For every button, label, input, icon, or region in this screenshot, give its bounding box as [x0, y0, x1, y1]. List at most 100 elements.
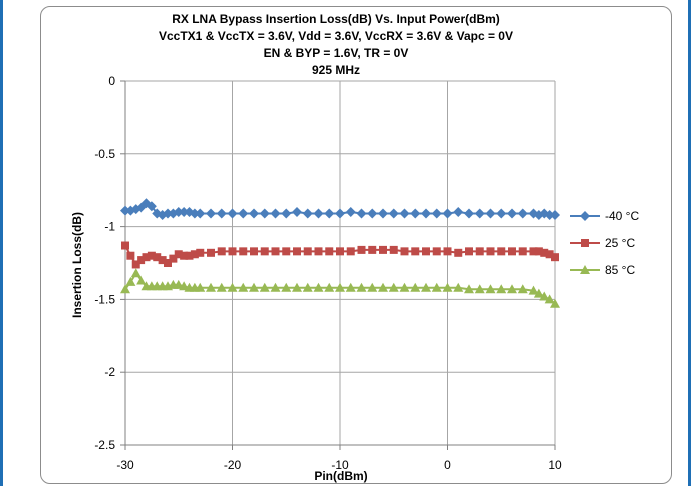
data-point	[465, 247, 473, 256]
legend-label: -40 °C	[605, 209, 639, 223]
data-point	[302, 282, 313, 292]
data-point	[507, 208, 517, 219]
data-point	[270, 208, 281, 219]
data-point	[443, 247, 452, 256]
data-point	[367, 282, 378, 292]
data-point	[314, 247, 323, 256]
data-point	[180, 251, 189, 260]
data-point	[121, 241, 129, 250]
data-point	[464, 208, 474, 219]
data-point	[421, 208, 431, 219]
data-point	[190, 250, 199, 259]
data-point	[163, 208, 173, 219]
data-point	[442, 282, 453, 292]
x-axis-label: Pin(dBm)	[314, 469, 367, 483]
data-point	[356, 282, 367, 292]
data-point	[335, 208, 345, 219]
x-tick-label: -20	[224, 458, 242, 472]
data-point	[399, 208, 410, 219]
data-point	[228, 247, 237, 256]
axes	[120, 80, 556, 450]
x-tick-label: -10	[331, 458, 349, 472]
chart-area	[40, 6, 672, 484]
y-tick-labels: 0 -0.5 -1 -1.5 -2 -2.5	[94, 74, 115, 452]
data-point	[485, 284, 496, 294]
data-point	[475, 247, 484, 256]
data-point	[196, 248, 205, 257]
data-point	[346, 247, 355, 256]
data-point	[324, 282, 335, 292]
data-point	[146, 201, 157, 212]
data-point	[189, 208, 200, 219]
data-point	[551, 253, 559, 262]
data-point	[216, 282, 227, 292]
data-point	[508, 247, 516, 256]
data-point	[302, 208, 313, 219]
x-tick-label: -30	[116, 458, 134, 472]
data-point	[270, 282, 281, 292]
data-point	[421, 282, 431, 292]
data-point	[206, 208, 216, 219]
chart-title-line-2: VccTX1 & VccTX = 3.6V, Vdd = 3.6V, VccRX…	[159, 29, 513, 43]
data-point	[239, 247, 248, 256]
data-point	[454, 248, 463, 257]
data-point	[368, 245, 377, 254]
data-point	[545, 250, 554, 259]
legend-entry: 25 °C	[570, 236, 635, 250]
data-point	[496, 208, 507, 219]
data-point	[507, 284, 517, 294]
data-point	[179, 207, 190, 218]
data-point	[147, 251, 156, 260]
data-point	[528, 285, 539, 295]
grid-lines	[125, 80, 556, 446]
series-square	[121, 241, 559, 269]
legend-marker	[580, 265, 590, 274]
data-point	[137, 256, 146, 265]
data-point	[534, 247, 543, 256]
data-point	[131, 260, 140, 269]
data-point	[540, 248, 549, 257]
series-triangle	[120, 268, 560, 308]
data-point	[250, 247, 258, 256]
data-point	[400, 247, 409, 256]
data-point	[486, 247, 495, 256]
data-point	[431, 208, 442, 219]
legend-entry: 85 °C	[570, 263, 635, 277]
data-point	[379, 245, 387, 254]
data-point	[174, 250, 183, 259]
data-point	[259, 208, 270, 219]
data-point	[431, 282, 442, 292]
data-point	[136, 275, 147, 285]
data-point	[518, 247, 527, 256]
data-point	[497, 247, 506, 256]
data-point	[517, 208, 528, 219]
data-point	[169, 254, 178, 263]
data-point	[388, 208, 399, 219]
y-tick-label: -2	[104, 365, 115, 379]
series-diamond	[120, 198, 560, 220]
data-point	[345, 207, 356, 218]
left-border-stripe	[0, 0, 3, 486]
data-point	[313, 208, 324, 219]
y-tick-label: -0.5	[94, 147, 115, 161]
data-point	[517, 284, 528, 294]
data-point	[281, 282, 292, 292]
data-point	[281, 208, 292, 219]
data-point	[120, 284, 130, 294]
data-point	[259, 282, 270, 292]
y-tick-label: -1	[104, 220, 115, 234]
data-point	[126, 251, 135, 260]
data-point	[378, 208, 388, 219]
data-point	[325, 247, 334, 256]
data-point	[292, 207, 302, 218]
data-point	[378, 282, 388, 292]
y-tick-label: -1.5	[94, 292, 115, 306]
data-point	[293, 247, 301, 256]
data-point	[195, 282, 206, 292]
data-point	[453, 282, 464, 292]
legend-label: 85 °C	[605, 263, 635, 277]
data-point	[271, 247, 280, 256]
legend-entry: -40 °C	[570, 209, 639, 223]
data-point	[217, 247, 226, 256]
